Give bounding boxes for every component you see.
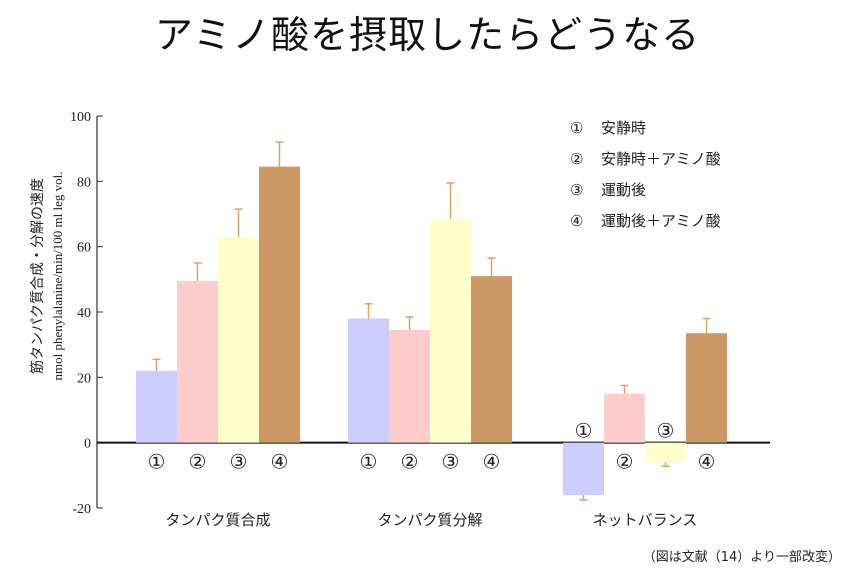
legend-marker: ③ bbox=[570, 181, 583, 199]
bar-marker-label: ③ bbox=[657, 419, 675, 443]
bar-marker-label: ④ bbox=[271, 450, 289, 474]
bar-marker-label: ③ bbox=[442, 450, 460, 474]
legend-marker: ④ bbox=[570, 212, 583, 230]
bar bbox=[604, 393, 645, 443]
y-tick-label: 60 bbox=[77, 241, 91, 256]
legend-label: 安静時 bbox=[601, 119, 646, 137]
y-axis-unit-label: nmol phenylalanine/min/100 ml leg vol. bbox=[50, 171, 65, 380]
bar bbox=[177, 280, 218, 443]
y-tick-label: 40 bbox=[77, 306, 91, 321]
bar bbox=[686, 333, 727, 443]
bar-marker-label: ② bbox=[189, 450, 207, 474]
y-tick-label: 80 bbox=[77, 175, 91, 190]
category-label: タンパク質合成 bbox=[165, 511, 270, 529]
bar-marker-label: ① bbox=[575, 419, 593, 443]
bar bbox=[645, 442, 686, 463]
bar-marker-label: ① bbox=[148, 450, 166, 474]
bar bbox=[348, 318, 389, 443]
bar-marker-label: ② bbox=[616, 450, 634, 474]
legend-marker: ② bbox=[570, 150, 583, 168]
citation-note: （図は文献（14）より一部改変） bbox=[642, 550, 841, 565]
bar bbox=[471, 276, 512, 443]
bar bbox=[218, 236, 259, 443]
legend-label: 運動後 bbox=[601, 181, 646, 199]
bar-marker-label: ④ bbox=[483, 450, 501, 474]
y-tick-label: 100 bbox=[70, 110, 91, 125]
legend-label: 安静時＋アミノ酸 bbox=[601, 150, 721, 168]
y-tick-label: 0 bbox=[84, 437, 91, 452]
legend-label: 運動後＋アミノ酸 bbox=[601, 212, 721, 230]
legend-marker: ① bbox=[570, 119, 583, 137]
bar bbox=[563, 442, 604, 495]
bar bbox=[389, 329, 430, 443]
y-axis-label: 筋タンパク質合成・分解の速度 bbox=[29, 178, 46, 374]
bar-marker-label: ④ bbox=[698, 450, 716, 474]
bar-marker-label: ③ bbox=[230, 450, 248, 474]
page-title: アミノ酸を摂取したらどうなる bbox=[154, 13, 701, 57]
bar bbox=[430, 218, 471, 443]
y-tick-label: 20 bbox=[77, 371, 91, 386]
category-label: ネットバランス bbox=[593, 511, 698, 529]
bar-marker-label: ② bbox=[401, 450, 419, 474]
bar-marker-label: ① bbox=[360, 450, 378, 474]
y-tick-label: -20 bbox=[72, 502, 91, 517]
bar bbox=[136, 370, 177, 443]
category-label: タンパク質分解 bbox=[377, 511, 482, 529]
bar bbox=[259, 166, 300, 443]
